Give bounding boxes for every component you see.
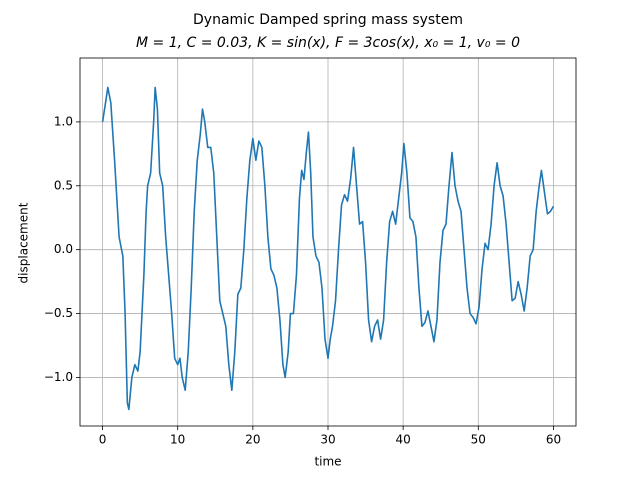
y-tick-label: 0.5 (54, 178, 73, 192)
x-tick-label: 50 (471, 433, 486, 447)
y-axis-label: displacement (17, 202, 31, 283)
data-line (101, 86, 555, 411)
y-tick-label: 1.0 (54, 114, 73, 128)
x-tick-label: 10 (170, 433, 185, 447)
x-tick-label: 0 (99, 433, 107, 447)
y-tick-label: −1.0 (44, 370, 73, 384)
x-tick-label: 30 (320, 433, 335, 447)
chart-title: Dynamic Damped spring mass system (193, 12, 463, 28)
x-tick-label: 60 (546, 433, 561, 447)
y-tick-label: 0.0 (54, 242, 73, 256)
plot-frame (79, 57, 577, 427)
x-tick-label: 40 (396, 433, 411, 447)
x-tick-label: 20 (245, 433, 260, 447)
x-axis-label: time (314, 455, 341, 469)
y-tick-label: −0.5 (44, 306, 73, 320)
chart-subtitle: M = 1, C = 0.03, K = sin(x), F = 3cos(x)… (136, 35, 520, 51)
